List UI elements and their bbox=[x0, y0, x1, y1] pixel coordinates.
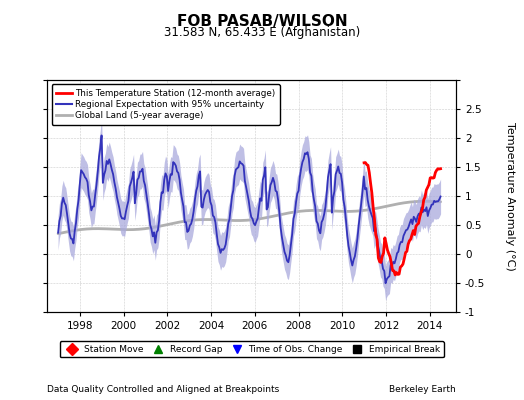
Text: Data Quality Controlled and Aligned at Breakpoints: Data Quality Controlled and Aligned at B… bbox=[47, 385, 279, 394]
Text: FOB PASAB/WILSON: FOB PASAB/WILSON bbox=[177, 14, 347, 29]
Text: 31.583 N, 65.433 E (Afghanistan): 31.583 N, 65.433 E (Afghanistan) bbox=[164, 26, 360, 39]
Legend: Station Move, Record Gap, Time of Obs. Change, Empirical Break: Station Move, Record Gap, Time of Obs. C… bbox=[60, 341, 443, 358]
Legend: This Temperature Station (12-month average), Regional Expectation with 95% uncer: This Temperature Station (12-month avera… bbox=[51, 84, 280, 124]
Y-axis label: Temperature Anomaly (°C): Temperature Anomaly (°C) bbox=[505, 122, 515, 270]
Text: Berkeley Earth: Berkeley Earth bbox=[389, 385, 456, 394]
